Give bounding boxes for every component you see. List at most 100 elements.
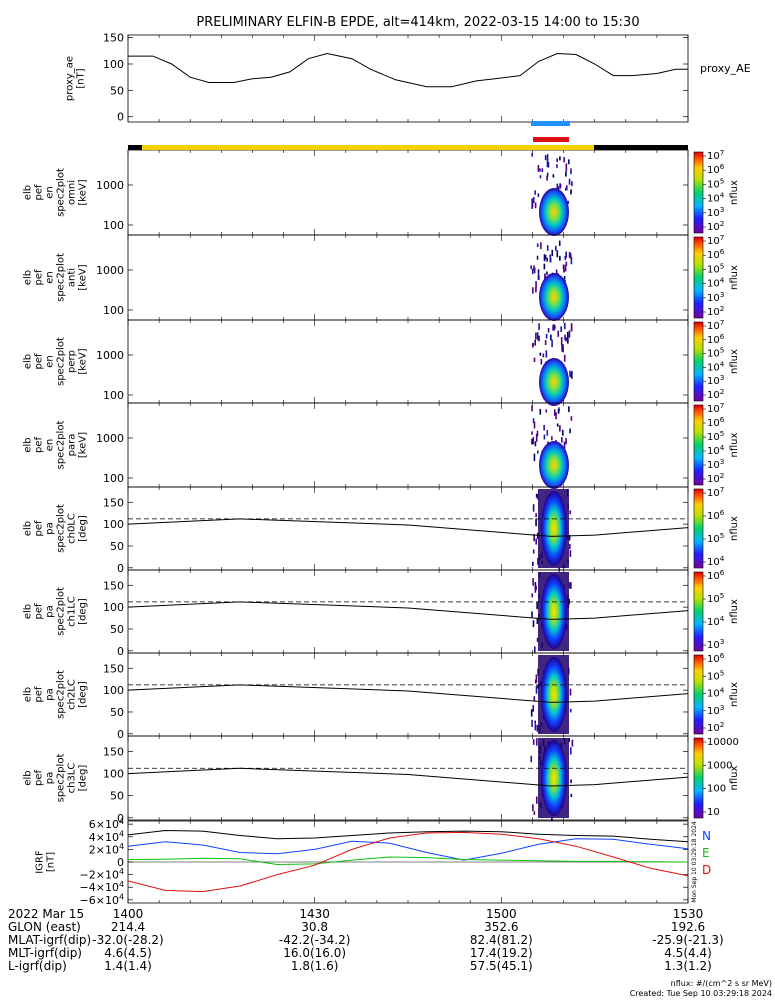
- spectrogram-noise-pixel: [531, 431, 533, 435]
- spectrogram-noise-pixel: [570, 256, 573, 265]
- ylabel-line: perp: [67, 350, 78, 373]
- colorbar-tick-label: 105: [707, 429, 724, 443]
- spectrogram-noise-pixel: [568, 406, 570, 413]
- xaxis-row-label: 2022 Mar 15: [8, 907, 84, 921]
- y-tick-label: 100: [103, 472, 124, 485]
- flux-blob: [541, 740, 567, 816]
- ylabel-line: en: [45, 271, 56, 284]
- xaxis-row-value: 30.8: [301, 920, 328, 934]
- colorbar-tick-label: 102: [707, 471, 724, 485]
- spectrogram-noise-pixel: [536, 601, 538, 610]
- ylabel-line: [deg]: [78, 598, 89, 625]
- spectrogram-noise-pixel: [534, 190, 536, 195]
- spectrogram-noise-pixel: [570, 793, 573, 798]
- colorbar-label: nflux: [729, 432, 740, 457]
- ch1lc-yaxis: 150 100 50 0: [103, 579, 688, 658]
- colorbar-tick-label: 107: [707, 318, 724, 332]
- igrf-total-line: [127, 829, 689, 843]
- ylabel-line: pef: [34, 353, 45, 370]
- spectrogram-noise-pixel: [571, 739, 574, 747]
- y-tick-label: 150: [103, 32, 124, 45]
- colorbar-tick-label: 105: [707, 176, 724, 190]
- y-tick-label: 0: [117, 728, 124, 741]
- ylabel-line: pef: [34, 269, 45, 286]
- spectrogram-noise-pixel: [561, 429, 564, 436]
- spectrogram-noise-pixel: [557, 330, 560, 337]
- colorbar-tick-label: 104: [707, 614, 725, 628]
- colorbar-tick-label: 104: [707, 554, 725, 568]
- spectrogram-noise-pixel: [560, 326, 562, 332]
- spectrogram-noise-pixel: [562, 264, 565, 270]
- ch3lc-colorbar: 10000 1000 100 10 nflux: [693, 737, 740, 819]
- spectrogram-noise-pixel: [563, 157, 565, 163]
- spectrogram-noise-pixel: [535, 674, 538, 678]
- ylabel-line: elb: [23, 185, 34, 200]
- spectrogram-noise-pixel: [546, 161, 549, 168]
- colorbar-gradient: [693, 404, 704, 486]
- spectrogram-noise-pixel: [568, 738, 570, 743]
- spectrogram-noise-pixel: [536, 532, 539, 539]
- xaxis-row-value: 4.5(4.4): [664, 946, 712, 960]
- spectrogram-noise-pixel: [551, 436, 553, 441]
- spectrogram-noise-pixel: [562, 344, 564, 353]
- spectrogram-noise-pixel: [538, 323, 540, 330]
- spectrogram-noise-pixel: [530, 755, 533, 763]
- colorbar-tick-label: 106: [707, 651, 725, 665]
- colorbar-tick-label: 107: [707, 148, 724, 162]
- ch1lc-spectrogram: [127, 572, 689, 653]
- spectrogram-noise-pixel: [543, 263, 546, 270]
- colorbar-tick-label: 103: [707, 457, 724, 471]
- spectrogram-noise-pixel: [554, 325, 556, 330]
- ylabel-line: elb: [23, 604, 34, 619]
- colorbar-tick-label: 106: [707, 162, 725, 176]
- flux-blob: [539, 188, 569, 236]
- spectrogram-noise-pixel: [537, 193, 540, 197]
- spectrogram-noise-pixel: [539, 408, 542, 415]
- xaxis-row-value: 1.4(1.4): [104, 959, 152, 973]
- spectrogram-noise-pixel: [544, 155, 547, 161]
- spectrogram-noise-pixel: [530, 265, 533, 270]
- spectrogram-noise-pixel: [543, 424, 545, 431]
- ch0lc-frame: [127, 486, 689, 571]
- anti-spectrogram: [530, 240, 573, 321]
- spectrogram-noise-pixel: [539, 352, 542, 356]
- ylabel-line: elb: [23, 687, 34, 702]
- loss-cone-line: [127, 518, 689, 537]
- colorbar-tick-label: 105: [707, 346, 724, 360]
- colorbar-tick-label: 102: [707, 219, 724, 233]
- igrf-legend-d: D: [702, 863, 711, 877]
- colorbar-gradient: [693, 571, 704, 652]
- spectrogram-noise-pixel: [536, 255, 539, 260]
- colorbar-tick-label: 104: [707, 686, 725, 700]
- ylabel-line: ch3LC: [67, 763, 78, 794]
- spectrogram-noise-pixel: [569, 510, 572, 515]
- ch2lc-colorbar: 106 105 104 103 102 nflux: [693, 651, 740, 735]
- xaxis-row: MLT-igrf(dip) 4.6(4.5) 16.0(16.0) 17.4(19.2…: [8, 946, 712, 960]
- ylabel-line: [keV]: [78, 179, 89, 205]
- ylabel-line: pa: [45, 522, 56, 534]
- para-frame: [127, 402, 689, 488]
- ylabel-line: spec2plot: [56, 253, 67, 302]
- spectrogram-noise-pixel: [570, 779, 572, 784]
- ch3lc-frame: [127, 735, 689, 821]
- ylabel-line: ch2LC: [67, 679, 78, 710]
- igrf-e-line: [127, 856, 689, 866]
- spectrogram-noise-pixel: [534, 441, 537, 447]
- colorbar-tick-label: 104: [707, 443, 725, 457]
- spectrogram-noise-pixel: [532, 287, 534, 294]
- colorbar-label: nflux: [729, 682, 740, 707]
- spectrogram-noise-pixel: [571, 181, 573, 187]
- ylabel-line: en: [45, 186, 56, 199]
- xaxis-row-label: GLON (east): [8, 920, 81, 934]
- spectrogram-noise-pixel: [568, 534, 571, 540]
- spectrogram-noise-pixel: [535, 513, 537, 518]
- spectrogram-noise-pixel: [540, 242, 542, 250]
- ylabel-line: para: [67, 434, 78, 457]
- spectrogram-noise-pixel: [531, 719, 533, 728]
- spectrogram-noise-pixel: [535, 281, 537, 288]
- spectrogram-noise-pixel: [563, 322, 566, 330]
- ylabel-line: pa: [45, 605, 56, 617]
- y-tick-label: 150: [103, 579, 124, 592]
- y-tick-label: 100: [103, 58, 124, 71]
